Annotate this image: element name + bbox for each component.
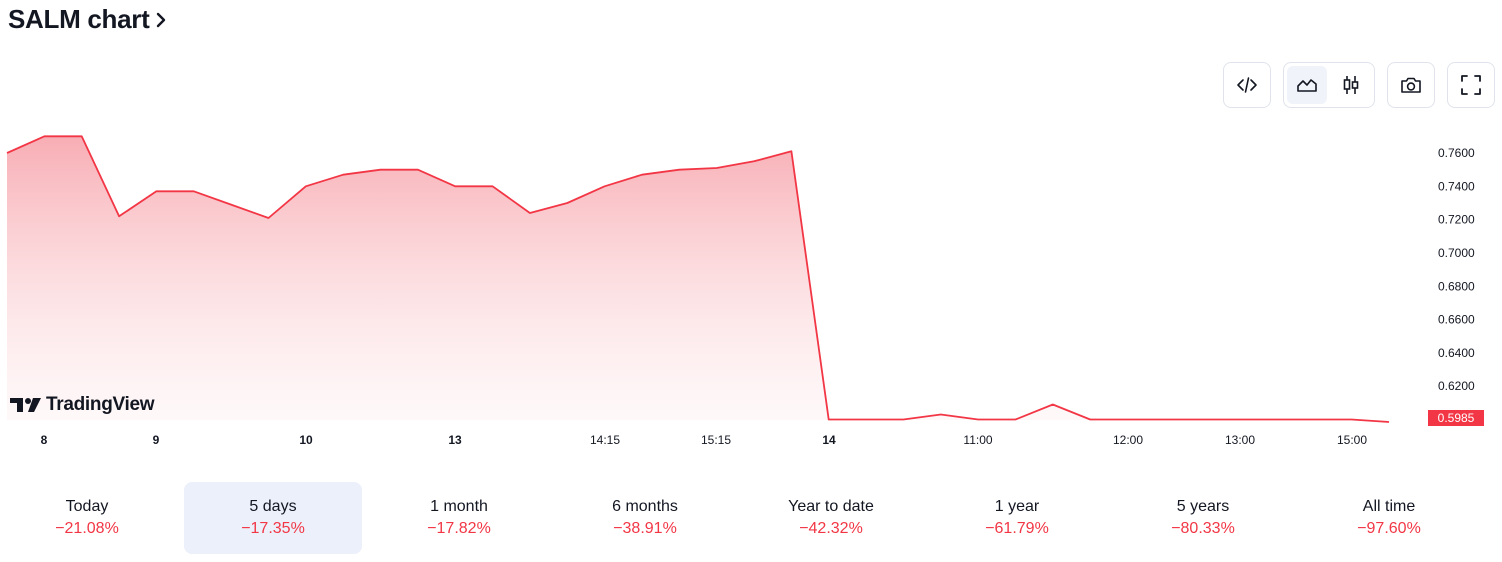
- code-icon: [1237, 77, 1257, 93]
- embed-button[interactable]: [1223, 62, 1271, 108]
- camera-icon: [1401, 77, 1421, 93]
- x-tick-label: 8: [41, 433, 48, 447]
- x-tick-label: 9: [153, 433, 160, 447]
- x-tick-label: 12:00: [1113, 433, 1143, 447]
- y-tick-label: 0.6200: [1438, 379, 1475, 393]
- candles-style-button[interactable]: [1331, 66, 1371, 104]
- y-tick-label: 0.7600: [1438, 146, 1475, 160]
- period-label: 6 months: [612, 498, 678, 515]
- fullscreen-button[interactable]: [1447, 62, 1495, 108]
- chart-toolbar: [0, 62, 1502, 110]
- y-tick-label: 0.6400: [1438, 346, 1475, 360]
- series-line: [6, 135, 1390, 423]
- y-tick-label: 0.7400: [1438, 179, 1475, 193]
- period-button[interactable]: 1 year −61.79%: [928, 482, 1106, 554]
- period-button[interactable]: 5 days −17.35%: [184, 482, 362, 554]
- x-tick-label: 14:15: [590, 433, 620, 447]
- x-tick-label: 10: [299, 433, 313, 447]
- area-chart-icon: [1297, 79, 1317, 92]
- chevron-right-icon: [157, 12, 166, 27]
- fullscreen-icon: [1461, 75, 1481, 95]
- period-change: −61.79%: [985, 520, 1049, 537]
- period-button[interactable]: Year to date −42.32%: [742, 482, 920, 554]
- period-button[interactable]: All time −97.60%: [1300, 482, 1478, 554]
- page-title: SALM chart: [8, 4, 150, 34]
- period-label: All time: [1362, 498, 1416, 515]
- period-button[interactable]: 6 months −38.91%: [556, 482, 734, 554]
- period-change: −17.82%: [427, 520, 491, 537]
- candlestick-icon: [1343, 76, 1359, 94]
- chart-style-toggle: [1283, 62, 1375, 108]
- period-change: −21.08%: [55, 520, 119, 537]
- x-tick-label: 15:15: [701, 433, 731, 447]
- y-tick-label: 0.6600: [1438, 313, 1475, 327]
- area-style-button[interactable]: [1287, 66, 1327, 104]
- last-price-label: 0.5985: [1428, 410, 1484, 426]
- period-change: −17.35%: [241, 520, 305, 537]
- x-tick-label: 14: [822, 433, 836, 447]
- y-tick-label: 0.6800: [1438, 279, 1475, 293]
- tradingview-logo[interactable]: TradingView: [10, 394, 155, 416]
- period-button[interactable]: Today −21.08%: [0, 482, 176, 554]
- tradingview-logo-icon: [10, 398, 41, 412]
- tradingview-logo-text: TradingView: [46, 394, 155, 415]
- period-label: 5 years: [1176, 498, 1230, 515]
- x-tick-label: 11:00: [963, 433, 992, 447]
- period-change: −38.91%: [613, 520, 677, 537]
- period-label: Today: [65, 498, 109, 515]
- period-change: −80.33%: [1171, 520, 1235, 537]
- period-label: 5 days: [249, 498, 297, 515]
- price-area-chart[interactable]: 0.7600 0.7400 0.7200 0.7000 0.6800 0.6600 0.64…: [0, 120, 1502, 460]
- period-label: Year to date: [788, 498, 874, 515]
- period-label: 1 year: [994, 498, 1040, 515]
- y-tick-label: 0.7200: [1438, 213, 1475, 227]
- x-tick-label: 13:00: [1225, 433, 1255, 447]
- period-button[interactable]: 1 month −17.82%: [370, 482, 548, 554]
- y-tick-label: 0.7000: [1438, 246, 1475, 260]
- chart-title-link[interactable]: SALM chart: [8, 4, 167, 35]
- period-selector: Today −21.08% 5 days −17.35% 1 month −17.82% 6…: [8, 482, 1498, 556]
- period-change: −42.32%: [799, 520, 863, 537]
- series-area-fill: [7, 136, 1389, 423]
- x-tick-label: 13: [448, 433, 462, 447]
- period-change: −97.60%: [1357, 520, 1421, 537]
- period-label: 1 month: [430, 498, 488, 515]
- x-tick-label: 15:00: [1337, 433, 1367, 447]
- screenshot-button[interactable]: [1387, 62, 1435, 108]
- period-button[interactable]: 5 years −80.33%: [1114, 482, 1292, 554]
